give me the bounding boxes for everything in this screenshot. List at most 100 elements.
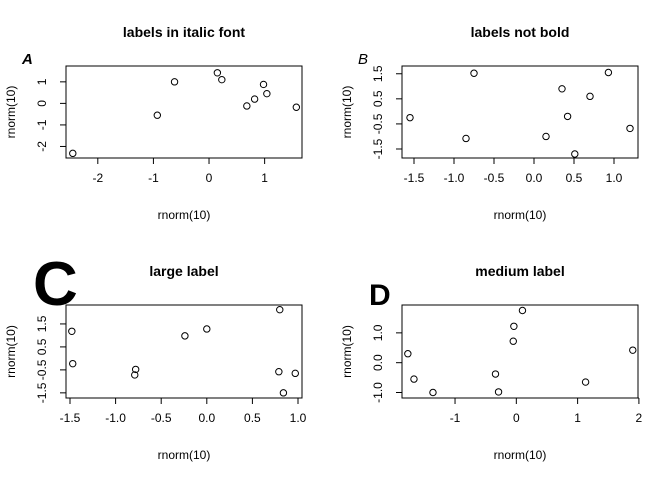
x-tick-label: -1.0: [105, 411, 126, 425]
panel-label: D: [369, 279, 391, 312]
data-point: [292, 103, 301, 111]
plot-frame: [401, 304, 639, 399]
y-tick-label: 1: [35, 78, 49, 85]
data-point: [510, 322, 518, 330]
data-point: [250, 95, 259, 103]
x-tick-label: -1.5: [60, 411, 81, 425]
panel-1: labels in italic font A -2 -1 0 1 -2 -1 0 1 rnorm(…: [4, 24, 303, 222]
y-tick-label: -1.0: [371, 382, 385, 403]
y-tick-label: 1.0: [371, 324, 385, 341]
panel-title: labels in italic font: [123, 24, 245, 40]
x-tick-label: -1.5: [404, 171, 425, 185]
x-tick-label: -0.5: [484, 171, 505, 185]
y-tick-label: 0.0: [371, 354, 385, 371]
y-axis-label: rnorm(10): [4, 325, 18, 378]
data-point: [203, 325, 211, 333]
x-tick-label: 0.0: [198, 411, 215, 425]
y-tick-label: -1.5: [35, 382, 49, 403]
panel-2: labels not bold B -1.5 -1.0 -0.5 0.0 0.5 1.0 -1.…: [340, 24, 639, 222]
data-point: [68, 327, 76, 335]
panel-label: C: [33, 250, 78, 319]
data-point: [581, 378, 590, 386]
data-point: [279, 389, 288, 397]
data-point: [406, 113, 414, 122]
x-tick-label: -2: [92, 171, 103, 185]
y-axis-label: rnorm(10): [340, 86, 354, 139]
data-point: [586, 92, 594, 101]
y-tick-label: -0.5: [35, 359, 49, 380]
data-point: [213, 69, 222, 77]
y-tick-label: 0.5: [35, 338, 49, 355]
y-tick-label: 1.5: [35, 315, 49, 332]
data-point: [259, 80, 268, 89]
x-axis-label: rnorm(10): [494, 448, 547, 462]
x-tick-label: -0.5: [151, 411, 172, 425]
data-point: [218, 75, 226, 84]
x-axis-label: rnorm(10): [158, 448, 211, 462]
x-tick-label: -1: [148, 171, 159, 185]
data-point: [131, 371, 139, 379]
data-point: [491, 370, 500, 378]
data-point: [276, 305, 284, 314]
panel-label: B: [358, 51, 368, 68]
data-point: [404, 350, 412, 358]
y-axis-label: rnorm(10): [340, 325, 354, 378]
x-tick-label: 1: [261, 171, 268, 185]
x-tick-label: 0.5: [244, 411, 261, 425]
data-point: [69, 359, 77, 368]
panel-3: large label C -1.5 -1.0 -0.5 0.0 0.5 1.0 -1.5 -0.…: [4, 250, 307, 462]
y-tick-label: 0.5: [371, 90, 385, 107]
panel-title: labels not bold: [471, 24, 570, 40]
x-tick-label: 1: [574, 411, 581, 425]
panel-4: medium label D -1 0 1 2 -1.0 0.0 1.0 rnorm(10) rno…: [340, 263, 643, 462]
data-point: [563, 112, 572, 121]
plot-frame: [65, 65, 303, 159]
data-point: [131, 365, 140, 374]
data-point: [291, 369, 299, 378]
data-point: [181, 332, 189, 340]
y-tick-label: -2: [35, 141, 49, 152]
x-tick-label: 0: [206, 171, 213, 185]
data-point: [470, 69, 478, 77]
x-tick-label: 2: [636, 411, 643, 425]
x-tick-label: 1.0: [606, 171, 623, 185]
data-point: [429, 388, 437, 397]
x-tick-label: 0: [513, 411, 520, 425]
x-tick-label: -1: [450, 411, 461, 425]
x-tick-label: 0.0: [526, 171, 543, 185]
y-tick-label: -1.5: [371, 138, 385, 159]
data-point: [170, 78, 179, 86]
data-point: [571, 150, 579, 158]
data-point: [462, 134, 470, 143]
data-point: [243, 102, 251, 110]
plot-frame: [65, 304, 303, 399]
data-point: [69, 149, 77, 158]
y-tick-label: -0.5: [371, 113, 385, 134]
x-tick-label: -1.0: [444, 171, 465, 185]
x-axis-label: rnorm(10): [494, 208, 547, 222]
data-point: [509, 337, 517, 345]
y-tick-label: 0: [35, 100, 49, 107]
y-tick-label: -1: [35, 119, 49, 130]
data-point: [275, 368, 283, 376]
data-point: [518, 306, 527, 315]
data-point: [153, 111, 162, 119]
panel-title: medium label: [475, 263, 564, 279]
y-axis-label: rnorm(10): [4, 86, 18, 139]
y-tick-label: 1.5: [371, 65, 385, 82]
data-point: [494, 388, 503, 396]
data-point: [629, 346, 637, 354]
data-point: [604, 68, 613, 77]
plot-frame: [401, 65, 639, 159]
data-point: [558, 85, 566, 93]
panel-label: A: [21, 51, 33, 68]
data-point: [626, 124, 634, 133]
x-tick-label: 1.0: [290, 411, 307, 425]
x-axis-label: rnorm(10): [158, 208, 211, 222]
data-point: [263, 89, 271, 98]
data-point: [542, 132, 550, 141]
data-point: [410, 375, 418, 383]
x-tick-label: 0.5: [566, 171, 583, 185]
panel-title: large label: [149, 263, 218, 279]
